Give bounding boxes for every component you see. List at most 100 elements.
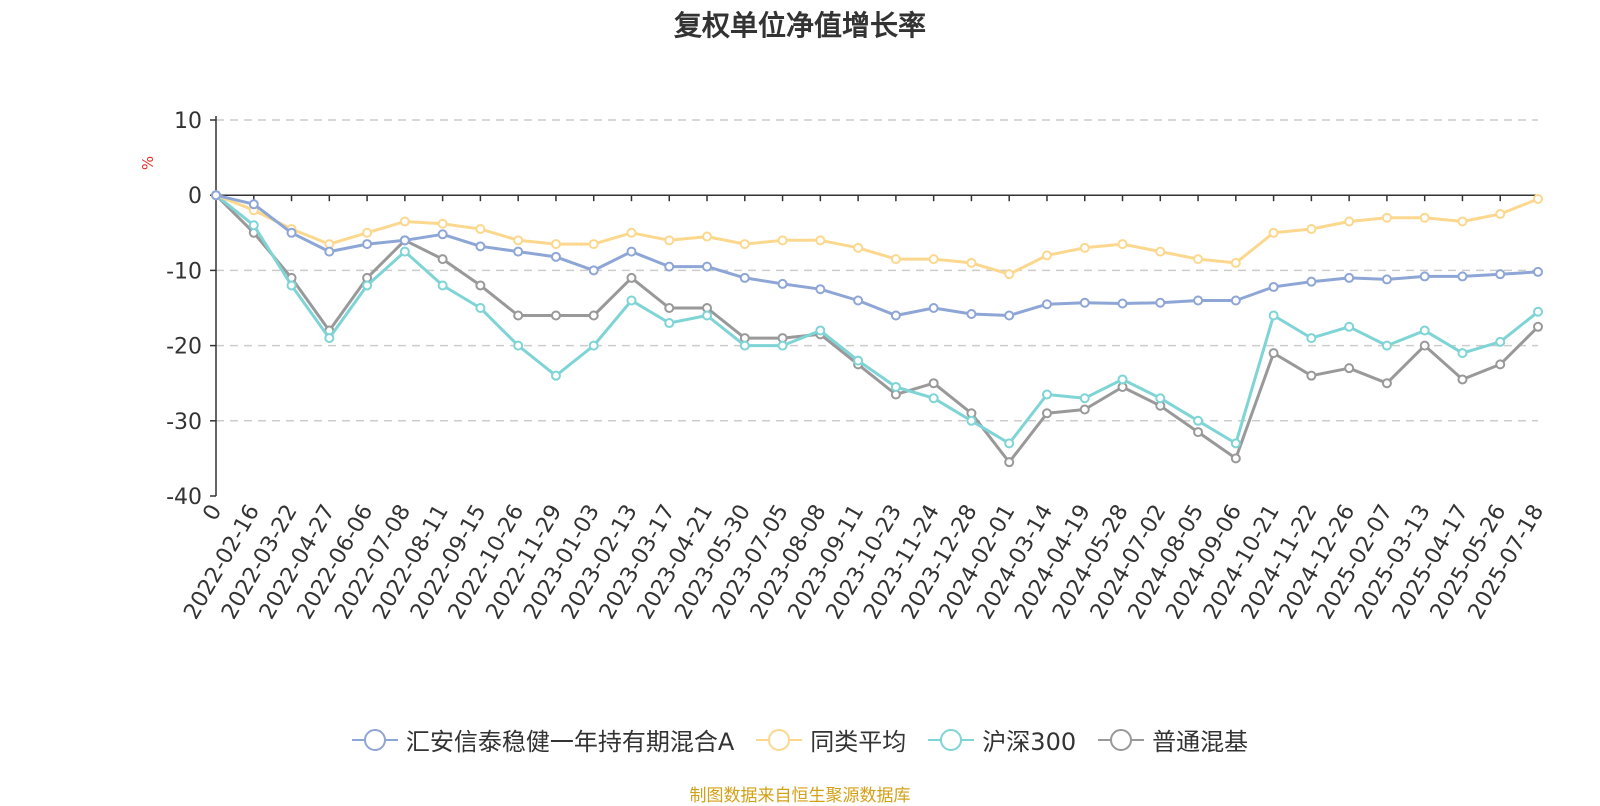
data-point bbox=[1155, 393, 1166, 404]
data-point bbox=[286, 227, 297, 238]
legend-item[interactable]: 普通混基 bbox=[1098, 722, 1248, 757]
data-point bbox=[550, 370, 561, 381]
data-point bbox=[550, 239, 561, 250]
data-point bbox=[739, 239, 750, 250]
data-point bbox=[928, 254, 939, 265]
data-point bbox=[1041, 250, 1052, 261]
data-point bbox=[1004, 457, 1015, 468]
x-tick-label: 0 bbox=[199, 501, 228, 526]
data-point bbox=[815, 325, 826, 336]
data-point bbox=[324, 246, 335, 257]
data-point bbox=[1495, 269, 1506, 280]
data-point bbox=[1495, 359, 1506, 370]
data-point bbox=[928, 393, 939, 404]
data-point bbox=[1079, 393, 1090, 404]
data-point bbox=[588, 239, 599, 250]
data-point bbox=[588, 340, 599, 351]
data-point bbox=[1419, 340, 1430, 351]
legend-label: 同类平均 bbox=[810, 728, 907, 756]
data-point bbox=[437, 280, 448, 291]
data-point bbox=[739, 272, 750, 283]
data-point bbox=[1344, 272, 1355, 283]
data-point bbox=[437, 254, 448, 265]
data-point bbox=[550, 310, 561, 321]
grid-lines bbox=[216, 119, 1538, 422]
data-point bbox=[437, 229, 448, 240]
data-point bbox=[777, 278, 788, 289]
data-point bbox=[1419, 271, 1430, 282]
data-point bbox=[890, 310, 901, 321]
data-point bbox=[815, 284, 826, 295]
data-point bbox=[1193, 295, 1204, 306]
data-point bbox=[1041, 299, 1052, 310]
legend-label: 沪深300 bbox=[982, 728, 1077, 756]
data-point bbox=[1381, 274, 1392, 285]
data-point bbox=[1306, 370, 1317, 381]
data-point bbox=[1117, 239, 1128, 250]
data-point bbox=[475, 303, 486, 313]
data-point bbox=[324, 333, 335, 344]
data-point bbox=[928, 303, 939, 313]
series-line bbox=[215, 193, 1539, 317]
data-point bbox=[1344, 216, 1355, 227]
data-point bbox=[513, 310, 524, 321]
data-point bbox=[1533, 266, 1543, 277]
data-point bbox=[1230, 295, 1241, 306]
data-point bbox=[1344, 363, 1355, 374]
data-point bbox=[664, 318, 675, 329]
data-point bbox=[777, 235, 788, 246]
data-point bbox=[1533, 193, 1543, 204]
data-point bbox=[1193, 427, 1204, 438]
y-tick-label: 0 bbox=[188, 184, 202, 209]
data-point bbox=[399, 216, 410, 227]
data-point bbox=[475, 280, 486, 291]
series-line bbox=[214, 194, 1540, 464]
data-point bbox=[1230, 438, 1241, 449]
data-point bbox=[1004, 438, 1015, 449]
data-point bbox=[777, 340, 788, 351]
data-point bbox=[626, 272, 637, 283]
data-point bbox=[1079, 297, 1090, 308]
data-point bbox=[1268, 227, 1279, 238]
data-point bbox=[513, 235, 524, 246]
y-tick-label: -30 bbox=[166, 410, 202, 435]
legend-item[interactable]: 同类平均 bbox=[756, 722, 906, 757]
data-point bbox=[1381, 378, 1392, 389]
series-layer bbox=[211, 190, 1543, 468]
data-point bbox=[890, 381, 901, 392]
data-point bbox=[664, 235, 675, 246]
data-point bbox=[626, 295, 637, 306]
data-point bbox=[702, 231, 713, 242]
data-point bbox=[1457, 271, 1468, 282]
data-point bbox=[1344, 321, 1355, 332]
data-point bbox=[362, 227, 373, 238]
data-point bbox=[1268, 281, 1279, 292]
data-point bbox=[286, 280, 297, 291]
data-point bbox=[475, 224, 486, 235]
data-point bbox=[1533, 321, 1543, 332]
data-point bbox=[1117, 298, 1128, 309]
legend-item[interactable]: 汇安信泰稳健一年持有期混合A bbox=[351, 722, 734, 757]
data-point bbox=[626, 227, 637, 238]
data-point bbox=[1193, 254, 1204, 265]
data-source-note: 制图数据来自恒生聚源数据库 bbox=[689, 786, 911, 806]
data-point bbox=[1419, 325, 1430, 336]
data-point bbox=[550, 251, 561, 262]
y-axis-label: % bbox=[139, 156, 157, 170]
data-point bbox=[1079, 242, 1090, 253]
data-point bbox=[1495, 209, 1506, 219]
data-point bbox=[966, 309, 977, 320]
data-point bbox=[702, 261, 713, 272]
legend-marker-icon bbox=[1098, 728, 1145, 752]
data-point bbox=[1117, 374, 1128, 385]
data-point bbox=[513, 246, 524, 257]
data-point bbox=[1306, 276, 1317, 287]
data-point bbox=[248, 220, 259, 231]
data-point bbox=[739, 340, 750, 351]
legend-marker-icon bbox=[351, 728, 398, 752]
data-point bbox=[966, 415, 977, 426]
y-tick-label: 10 bbox=[174, 109, 202, 134]
data-point bbox=[1193, 415, 1204, 426]
data-point bbox=[1155, 297, 1166, 308]
legend-item[interactable]: 沪深300 bbox=[928, 722, 1076, 757]
